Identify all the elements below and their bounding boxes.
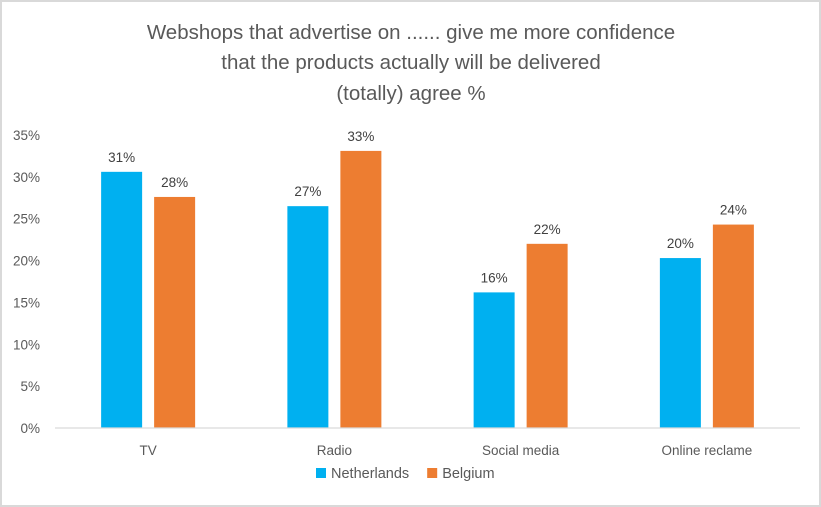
legend-item-belgium: Belgium — [427, 466, 495, 482]
y-tick-label: 15% — [13, 295, 40, 310]
bar-netherlands-social-media — [473, 292, 515, 428]
data-label: 27% — [294, 184, 321, 199]
data-label: 16% — [481, 270, 508, 285]
legend-item-netherlands: Netherlands — [316, 466, 409, 482]
y-axis: 0% 5% 10% 15% 20% 25% 30% 35% — [13, 128, 40, 436]
legend-swatch — [427, 468, 438, 478]
legend-swatch — [316, 468, 326, 478]
y-tick-label: 30% — [13, 170, 40, 185]
data-labels: 31% 28% 27% 33% 16% 22% 20% 24% — [108, 129, 747, 285]
y-tick-label: 0% — [20, 421, 40, 436]
x-tick-label: Radio — [317, 443, 352, 458]
legend-label: Netherlands — [331, 466, 409, 482]
x-tick-label: Online reclame — [661, 443, 752, 458]
y-tick-label: 10% — [13, 337, 40, 352]
x-axis: TV Radio Social media Online reclame — [139, 443, 752, 458]
bars — [101, 150, 754, 429]
chart-title-line-3: (totally) agree % — [336, 82, 485, 105]
chart-title-line-2: that the products actually will be deliv… — [221, 51, 600, 74]
x-tick-label: TV — [139, 443, 156, 458]
bar-netherlands-tv — [101, 171, 143, 428]
data-label: 31% — [108, 150, 135, 165]
bar-netherlands-online-reclame — [659, 258, 701, 428]
bar-belgium-social-media — [526, 243, 568, 428]
legend-label: Belgium — [442, 466, 494, 482]
data-label: 20% — [667, 236, 694, 251]
bar-belgium-online-reclame — [712, 224, 754, 428]
y-tick-label: 5% — [20, 379, 40, 394]
bar-belgium-tv — [154, 196, 196, 428]
bar-netherlands-radio — [287, 206, 329, 428]
y-tick-label: 35% — [13, 128, 40, 143]
chart-title-line-1: Webshops that advertise on ...... give m… — [147, 21, 675, 44]
bar-belgium-radio — [340, 150, 382, 429]
legend: Netherlands Belgium — [316, 466, 495, 482]
data-label: 33% — [347, 129, 374, 144]
data-label: 22% — [534, 222, 561, 237]
chart-title: Webshops that advertise on ...... give m… — [147, 21, 675, 105]
data-label: 24% — [720, 203, 747, 218]
x-tick-label: Social media — [482, 443, 560, 458]
y-tick-label: 20% — [13, 254, 40, 269]
data-label: 28% — [161, 175, 188, 190]
y-tick-label: 25% — [13, 212, 40, 227]
